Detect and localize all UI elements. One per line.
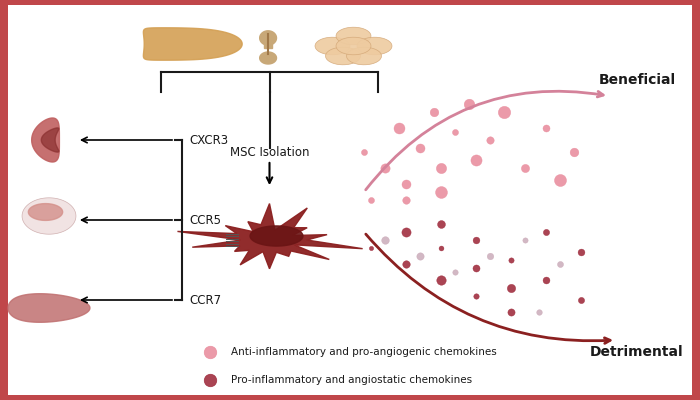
Polygon shape — [177, 204, 363, 269]
Polygon shape — [32, 118, 60, 162]
Polygon shape — [8, 294, 90, 322]
Text: Anti-inflammatory and pro-angiogenic chemokines: Anti-inflammatory and pro-angiogenic che… — [231, 347, 497, 357]
Polygon shape — [144, 28, 242, 60]
Polygon shape — [357, 37, 392, 55]
Polygon shape — [336, 37, 371, 55]
Polygon shape — [22, 198, 76, 234]
Text: CXCR3: CXCR3 — [189, 134, 228, 146]
Text: MSC Isolation: MSC Isolation — [230, 146, 309, 158]
Polygon shape — [260, 52, 276, 64]
Text: Pro-inflammatory and angiostatic chemokines: Pro-inflammatory and angiostatic chemoki… — [231, 375, 472, 385]
Polygon shape — [326, 47, 360, 65]
Polygon shape — [29, 204, 63, 220]
Polygon shape — [250, 226, 303, 246]
Text: CCR7: CCR7 — [189, 294, 221, 306]
Text: CCR5: CCR5 — [189, 214, 221, 226]
Polygon shape — [264, 40, 272, 48]
Polygon shape — [260, 31, 276, 45]
Polygon shape — [336, 27, 371, 45]
Text: Detrimental: Detrimental — [590, 345, 684, 359]
Polygon shape — [315, 37, 350, 55]
Polygon shape — [346, 47, 382, 65]
Text: Beneficial: Beneficial — [598, 73, 676, 87]
Polygon shape — [41, 128, 59, 152]
